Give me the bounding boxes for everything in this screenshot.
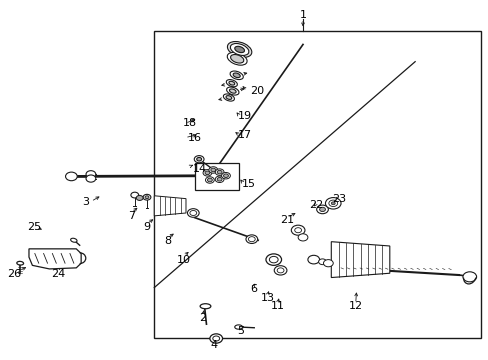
Text: 25: 25 (27, 222, 41, 232)
Circle shape (65, 172, 77, 181)
Ellipse shape (230, 54, 244, 63)
Circle shape (298, 234, 307, 241)
Text: 20: 20 (249, 86, 263, 96)
Polygon shape (29, 249, 81, 269)
Circle shape (189, 211, 196, 216)
Circle shape (316, 205, 328, 214)
Circle shape (145, 196, 149, 199)
Text: 19: 19 (237, 111, 251, 121)
Circle shape (194, 156, 203, 163)
Circle shape (269, 256, 278, 263)
Ellipse shape (17, 261, 23, 265)
Ellipse shape (223, 94, 234, 101)
Circle shape (328, 200, 337, 207)
Circle shape (294, 228, 301, 233)
Circle shape (223, 174, 228, 177)
Text: 1: 1 (299, 10, 306, 20)
Circle shape (209, 334, 222, 343)
Circle shape (221, 172, 230, 179)
Circle shape (265, 254, 281, 265)
Ellipse shape (234, 325, 242, 329)
Ellipse shape (229, 89, 236, 93)
Text: 26: 26 (7, 269, 21, 279)
Text: 24: 24 (51, 269, 65, 279)
Circle shape (307, 255, 319, 264)
Ellipse shape (226, 87, 239, 95)
Bar (154, 31, 480, 338)
Text: 13: 13 (260, 293, 274, 303)
Text: 10: 10 (177, 255, 191, 265)
Ellipse shape (234, 46, 244, 53)
Circle shape (196, 157, 201, 161)
Circle shape (136, 195, 143, 201)
Circle shape (208, 167, 217, 173)
Text: 8: 8 (163, 236, 171, 246)
Circle shape (205, 177, 214, 183)
Ellipse shape (227, 53, 246, 65)
Circle shape (325, 198, 340, 209)
Circle shape (86, 175, 96, 182)
Text: 14: 14 (192, 164, 206, 174)
Circle shape (212, 336, 219, 341)
Circle shape (248, 237, 255, 242)
Circle shape (323, 260, 332, 267)
Circle shape (210, 168, 215, 172)
Ellipse shape (200, 304, 210, 309)
Circle shape (143, 194, 151, 200)
Ellipse shape (228, 81, 234, 85)
Text: 15: 15 (241, 179, 255, 189)
Text: 16: 16 (187, 133, 202, 143)
Circle shape (86, 171, 96, 178)
Circle shape (207, 178, 212, 182)
Ellipse shape (230, 44, 248, 55)
Text: 5: 5 (237, 326, 244, 336)
Text: 18: 18 (183, 118, 197, 128)
Circle shape (462, 272, 476, 282)
Circle shape (274, 266, 286, 275)
Text: 3: 3 (82, 197, 89, 207)
Polygon shape (330, 242, 389, 278)
Text: 4: 4 (210, 340, 217, 350)
Bar (195, 163, 239, 190)
Text: 21: 21 (280, 215, 294, 225)
Circle shape (217, 170, 222, 174)
Circle shape (204, 171, 209, 175)
Circle shape (245, 235, 257, 243)
Ellipse shape (226, 80, 237, 87)
Circle shape (203, 170, 211, 176)
Text: 9: 9 (143, 222, 150, 232)
Text: 6: 6 (249, 284, 256, 294)
Circle shape (291, 225, 305, 235)
Circle shape (318, 259, 326, 265)
Ellipse shape (233, 73, 240, 78)
Circle shape (187, 209, 199, 217)
Ellipse shape (227, 41, 251, 57)
Circle shape (215, 169, 224, 175)
Text: 23: 23 (332, 194, 346, 204)
Text: 17: 17 (237, 130, 251, 140)
Circle shape (277, 268, 284, 273)
Circle shape (330, 202, 334, 205)
Circle shape (319, 207, 325, 212)
Polygon shape (154, 196, 185, 216)
Circle shape (131, 192, 139, 198)
Text: 7: 7 (127, 211, 135, 221)
Circle shape (217, 177, 222, 181)
Text: 11: 11 (270, 301, 284, 311)
Ellipse shape (230, 71, 243, 80)
Text: 2: 2 (199, 313, 206, 323)
Ellipse shape (225, 96, 231, 99)
Circle shape (215, 176, 224, 183)
Text: 12: 12 (348, 301, 362, 311)
Ellipse shape (70, 238, 77, 242)
Text: 22: 22 (309, 200, 323, 210)
